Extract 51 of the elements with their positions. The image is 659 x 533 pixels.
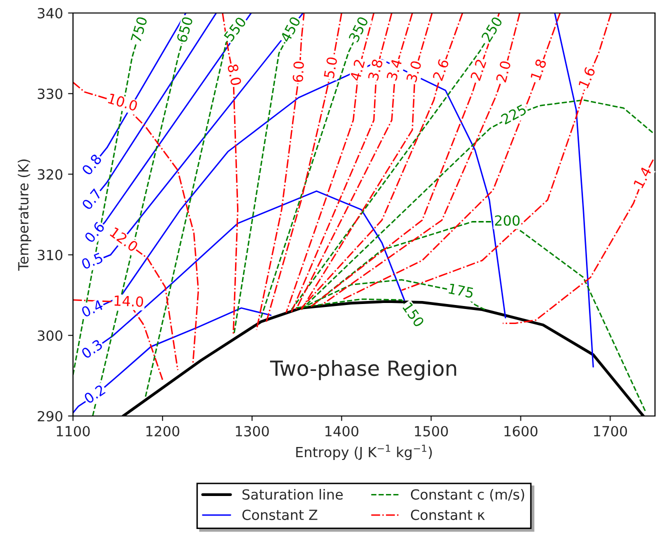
annotation: 750: [130, 16, 148, 43]
annotation: 0.3: [80, 338, 104, 359]
line-series: [73, 82, 200, 364]
annotation: 3.4: [386, 58, 402, 81]
line-series: [554, 13, 594, 368]
annotation: 6.0: [292, 61, 304, 82]
annotation: 0.8: [81, 153, 102, 176]
legend-label: Constant c (m/s): [410, 488, 524, 502]
annotation: 2.0: [496, 60, 512, 83]
annotation: 1.8: [530, 58, 547, 81]
annotation: 3.8: [368, 58, 384, 81]
x-tick-label: 1300: [236, 426, 269, 436]
annotation: 2.2: [470, 58, 486, 81]
x-tick-label: 1200: [146, 426, 180, 436]
y-tick-label: 320: [38, 169, 62, 180]
annotation: 4.2: [350, 59, 365, 82]
y-tick-label: 310: [38, 250, 62, 260]
annotation: 12.0: [110, 226, 139, 252]
annotation: 8.0: [227, 64, 242, 86]
annotation: 3.0: [406, 60, 422, 83]
legend-label: Constant κ: [410, 510, 485, 520]
annotation: 450: [280, 16, 301, 43]
annotation: 225: [500, 104, 527, 125]
annotation: 650: [176, 16, 194, 43]
x-tick-label: 1400: [325, 426, 358, 436]
annotation: 1.4: [633, 166, 652, 188]
annotation: 350: [348, 16, 369, 43]
annotation: 0.6: [84, 221, 106, 244]
y-tick-label: 340: [38, 8, 62, 18]
annotation: 175: [448, 283, 474, 298]
annotation: 0.7: [81, 188, 102, 210]
line-series: [266, 13, 342, 322]
y-tick-label: 300: [38, 330, 62, 341]
x-tick-label: 1500: [415, 426, 448, 436]
x-tick-label: 1700: [594, 426, 627, 436]
annotation: 1.6: [578, 66, 596, 89]
y-tick-label: 330: [38, 88, 62, 100]
annotation: 0.5: [80, 252, 104, 270]
legend-label: Saturation line: [242, 488, 343, 500]
y-tick-label: 290: [38, 410, 62, 422]
annotation: 0.2: [83, 384, 106, 404]
annotation: 2.6: [432, 58, 450, 82]
x-tick-label: 1100: [56, 426, 90, 436]
x-tick-label: 1600: [504, 426, 538, 436]
legend-label: Constant Z: [242, 510, 318, 520]
annotation: 5.0: [324, 56, 338, 78]
y-axis-title: Temperature (K): [18, 160, 32, 271]
x-axis-title: Entropy (J K$^{−1}$ kg$^{−1}$): [296, 444, 432, 460]
annotation: 0.4: [80, 299, 104, 318]
annotation: Two-phase Region: [270, 360, 456, 380]
line-series: [340, 13, 561, 301]
